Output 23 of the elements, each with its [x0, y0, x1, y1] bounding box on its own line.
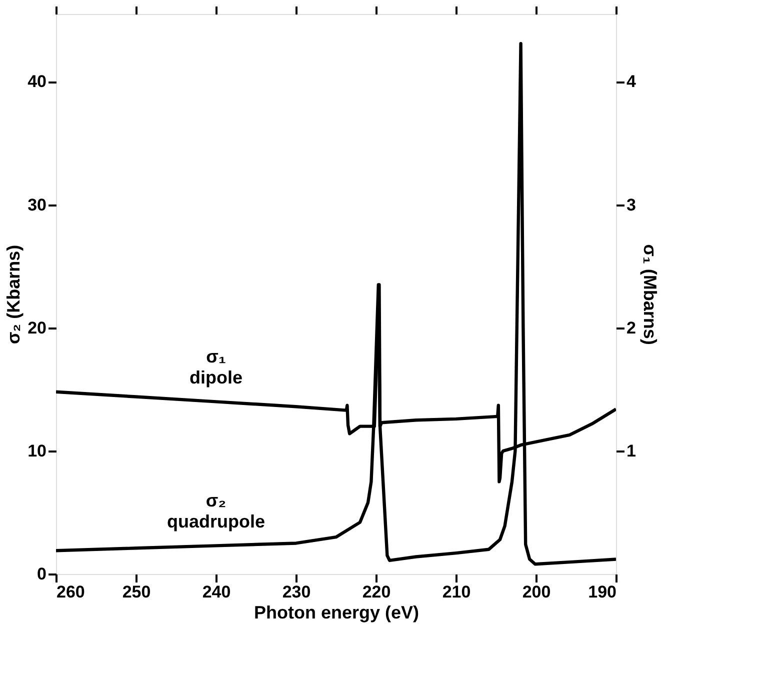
x-tick-label: 240	[202, 582, 231, 602]
series-label: σ₂ quadrupole	[167, 490, 265, 532]
x-tick-label: 250	[122, 582, 151, 602]
x-tick-label: 200	[522, 582, 551, 602]
y2-tick-label: 3	[626, 195, 636, 214]
x-tick-label: 210	[442, 582, 471, 602]
x-axis-title: Photon energy (eV)	[254, 602, 420, 622]
y-tick-label: 40	[28, 72, 46, 92]
x-tick-label: 230	[282, 582, 311, 602]
x-tick-label: 190	[588, 582, 616, 602]
series-label: σ₁ dipole	[190, 346, 242, 388]
x-tick-label: 220	[362, 582, 391, 602]
y2-tick-label: 1	[626, 441, 636, 460]
x-tick-label: 260	[56, 582, 85, 602]
line-series	[56, 42, 616, 566]
y2-axis-title: σ₁ (Mbarns)	[640, 244, 660, 345]
y-tick-label: 10	[28, 441, 46, 460]
y2-tick-label: 4	[626, 72, 636, 92]
y-tick-label: 20	[28, 318, 46, 338]
y-axis-title: σ₂ (Kbarns)	[4, 244, 24, 344]
y-tick-label: 0	[37, 564, 46, 584]
y2-tick-label: 2	[626, 318, 636, 338]
y-tick-label: 30	[28, 195, 46, 214]
